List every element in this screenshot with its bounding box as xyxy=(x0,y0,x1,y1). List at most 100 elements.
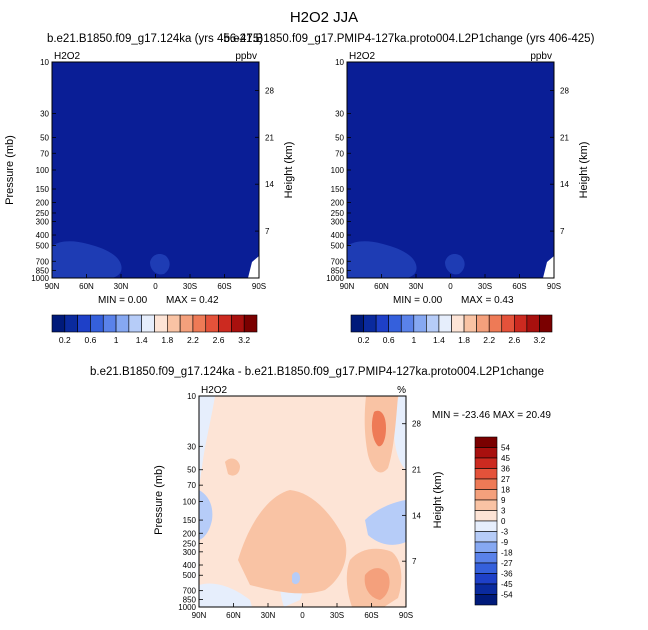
colorbar-label: 1 xyxy=(114,335,119,345)
x-tick-label: 30N xyxy=(261,611,276,620)
x-tick-label: 60N xyxy=(374,282,389,291)
colorbar-swatch xyxy=(451,314,465,333)
y-tick-label: 300 xyxy=(183,548,197,557)
colorbar-swatch xyxy=(388,314,402,333)
x-tick-label: 30N xyxy=(409,282,424,291)
colorbar-swatch xyxy=(154,314,168,333)
y-tick-label: 500 xyxy=(331,241,345,250)
figure-title: H2O2 JJA xyxy=(290,9,358,26)
colorbar-label: -36 xyxy=(501,570,513,579)
y-tick-label: 300 xyxy=(36,218,50,227)
panel-b-units: ppbv xyxy=(530,51,552,62)
y-tick-label: 100 xyxy=(36,166,50,175)
panel-a-min-text: MIN = 0.00 xyxy=(98,295,148,306)
panel-b-contour-lower-tropics xyxy=(445,254,465,275)
y-tick-label: 150 xyxy=(183,516,197,525)
x-tick-label: 90N xyxy=(192,611,207,620)
colorbar-label: 1.4 xyxy=(433,335,445,345)
panel-b-colorbar: 0.2 0.6 1 1.4 1.8 2.2 2.6 3.2 xyxy=(350,314,553,345)
y-tick-label: 30 xyxy=(187,442,196,451)
y-tick-label: 200 xyxy=(36,199,50,208)
colorbar-label: 18 xyxy=(501,486,510,495)
colorbar-swatch xyxy=(128,314,142,333)
y-tick-label: 50 xyxy=(187,466,196,475)
y-right-tick-label: 21 xyxy=(265,133,274,142)
y-tick-label: 300 xyxy=(331,218,345,227)
colorbar-label: 3 xyxy=(501,507,506,516)
colorbar-swatch xyxy=(474,478,498,490)
colorbar-swatch xyxy=(51,314,66,333)
panel-a-ylabel: Pressure (mb) xyxy=(4,135,16,205)
panel-b-max-text: MAX = 0.43 xyxy=(461,295,514,306)
panel-c-title: b.e21.B1850.f09_g17.124ka - b.e21.B1850.… xyxy=(90,366,544,378)
panel-a-left-label: H2O2 xyxy=(54,51,81,62)
colorbar-swatch xyxy=(474,499,498,511)
colorbar-label: 2.2 xyxy=(187,335,199,345)
panel-b-title: b.e21.B1850.f09_g17.PMIP4-127ka.proto004… xyxy=(224,33,595,45)
panel-a-title: b.e21.B1850.f09_g17.124ka (yrs 456-475) xyxy=(47,33,263,45)
colorbar-label: 1 xyxy=(411,335,416,345)
panel-c-field xyxy=(199,396,406,607)
colorbar-swatch xyxy=(77,314,91,333)
panel-a-ylabel-right: Height (km) xyxy=(283,142,295,199)
panel-b-axes: 1030507010015020025030040050070085010002… xyxy=(326,58,569,291)
x-tick-label: 60S xyxy=(512,282,526,291)
colorbar-swatch xyxy=(488,314,503,333)
panel-a: b.e21.B1850.f09_g17.124ka (yrs 456-475) … xyxy=(4,33,295,345)
panel-c-left-label: H2O2 xyxy=(201,385,228,396)
colorbar-swatch xyxy=(474,447,498,459)
colorbar-swatch xyxy=(514,314,528,333)
y-tick-label: 400 xyxy=(331,231,345,240)
y-tick-label: 850 xyxy=(183,596,197,605)
panel-a-contour-lower-tropics xyxy=(150,254,170,275)
colorbar-swatch xyxy=(205,314,219,333)
y-tick-label: 10 xyxy=(335,58,344,67)
colorbar-swatch xyxy=(115,314,130,333)
x-tick-label: 90N xyxy=(340,282,355,291)
colorbar-label: 36 xyxy=(501,465,510,474)
y-tick-label: 700 xyxy=(36,257,50,266)
colorbar-swatch xyxy=(179,314,194,333)
colorbar-label: 2.2 xyxy=(483,335,495,345)
colorbar-label: 27 xyxy=(501,475,510,484)
y-tick-label: 50 xyxy=(335,133,344,142)
colorbar-label: -27 xyxy=(501,559,513,568)
panel-c-contour-neg-eq-spot xyxy=(292,572,300,585)
panel-c-units: % xyxy=(397,385,406,396)
colorbar-label: 1.8 xyxy=(161,335,173,345)
panel-c-contour-pos-sh-strat-core xyxy=(371,410,386,447)
x-tick-label: 90S xyxy=(252,282,266,291)
panel-b-contour-lower-nh xyxy=(347,241,417,278)
colorbar-swatch xyxy=(474,583,498,595)
y-tick-label: 250 xyxy=(36,209,50,218)
x-tick-label: 30S xyxy=(330,611,344,620)
y-tick-label: 10 xyxy=(187,392,196,401)
y-tick-label: 100 xyxy=(183,498,197,507)
panel-a-background-field xyxy=(52,62,259,278)
y-tick-label: 400 xyxy=(36,231,50,240)
y-tick-label: 70 xyxy=(187,481,196,490)
y-tick-label: 70 xyxy=(40,149,49,158)
y-right-tick-label: 7 xyxy=(265,227,270,236)
colorbar-swatch xyxy=(474,562,498,574)
y-tick-label: 850 xyxy=(36,266,50,275)
panel-a-units: ppbv xyxy=(235,51,257,62)
colorbar-swatch xyxy=(218,314,232,333)
y-tick-label: 10 xyxy=(40,58,49,67)
colorbar-label: 0.2 xyxy=(59,335,71,345)
y-tick-label: 150 xyxy=(331,185,345,194)
colorbar-label: -45 xyxy=(501,580,513,589)
y-tick-label: 250 xyxy=(183,539,197,548)
colorbar-swatch xyxy=(243,314,258,333)
colorbar-label: -3 xyxy=(501,528,509,537)
panel-a-field xyxy=(52,62,259,278)
colorbar-label: 1.8 xyxy=(458,335,470,345)
colorbar-swatch xyxy=(350,314,364,333)
y-tick-label: 700 xyxy=(331,257,345,266)
y-right-tick-label: 28 xyxy=(265,86,274,95)
colorbar-swatch xyxy=(192,314,207,333)
y-tick-label: 500 xyxy=(36,241,50,250)
panel-c-axes: 1030507010015020025030040050070085010002… xyxy=(178,392,421,620)
